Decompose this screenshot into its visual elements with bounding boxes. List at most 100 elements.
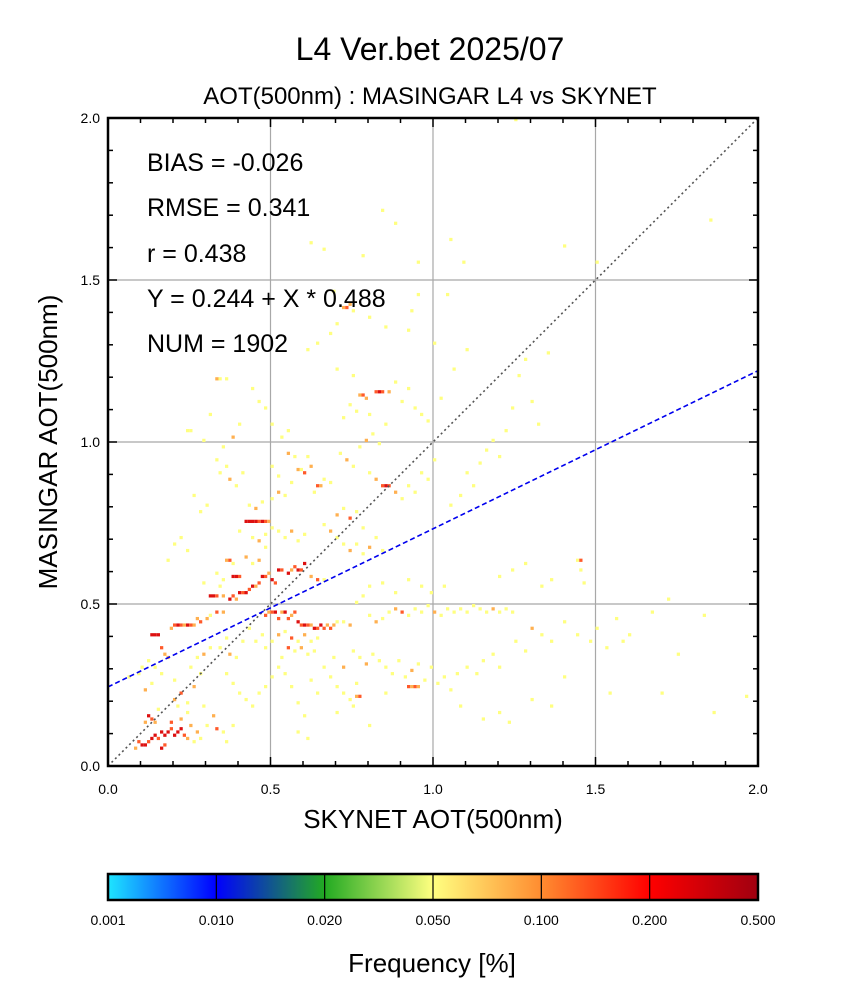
heatmap-cell <box>238 591 242 595</box>
heatmap-cell <box>423 678 427 682</box>
heatmap-cell <box>205 616 209 621</box>
heatmap-cell <box>143 688 147 692</box>
heatmap-cell <box>257 539 261 543</box>
heatmap-cell <box>504 607 508 611</box>
heatmap-cell <box>442 584 446 588</box>
heatmap-cell <box>286 451 290 455</box>
stat-r: r = 0.438 <box>147 240 246 268</box>
heatmap-cell <box>316 691 320 695</box>
heatmap-cell <box>251 561 255 566</box>
heatmap-cell <box>329 331 333 336</box>
heatmap-cell <box>306 736 310 741</box>
heatmap-cell <box>381 208 385 212</box>
heatmap-cell <box>517 373 521 378</box>
heatmap-cell <box>579 558 583 562</box>
heatmap-cell <box>374 390 378 394</box>
heatmap-cell <box>342 691 346 695</box>
heatmap-cell <box>433 458 437 462</box>
heatmap-cell <box>202 704 206 708</box>
heatmap-cell <box>212 594 216 598</box>
colorbar-tick-label: 0.001 <box>90 912 125 928</box>
heatmap-cell <box>368 471 372 475</box>
heatmap-cell <box>384 665 388 669</box>
heatmap-cell <box>309 241 313 245</box>
stat-fit: Y = 0.244 + X * 0.488 <box>147 285 386 313</box>
heatmap-cell <box>286 571 290 575</box>
heatmap-cell <box>452 367 456 371</box>
heatmap-cell <box>189 429 193 433</box>
y-tick-label: 1.5 <box>81 272 101 288</box>
heatmap-cell <box>400 399 404 404</box>
heatmap-cell <box>312 649 316 653</box>
heatmap-cell <box>293 565 297 569</box>
heatmap-cell <box>160 672 164 676</box>
heatmap-cell <box>296 620 300 624</box>
heatmap-cell <box>410 685 414 689</box>
heatmap-cell <box>364 438 368 442</box>
heatmap-cell <box>332 623 336 627</box>
heatmap-cell <box>163 733 167 737</box>
heatmap-cell <box>524 561 528 566</box>
y-tick-label: 2.0 <box>81 110 101 126</box>
heatmap-cell <box>507 720 511 724</box>
heatmap-cell <box>280 610 284 614</box>
heatmap-cell <box>290 685 294 689</box>
heatmap-cell <box>429 665 433 669</box>
heatmap-cell <box>303 623 307 627</box>
heatmap-cell <box>189 723 193 728</box>
x-tick-label: 2.0 <box>748 781 768 797</box>
heatmap-cell <box>267 519 271 523</box>
heatmap-cell <box>667 597 671 601</box>
heatmap-cell <box>329 529 333 533</box>
heatmap-cell <box>280 568 284 572</box>
heatmap-cell <box>368 584 372 588</box>
heatmap-cell <box>514 118 518 122</box>
heatmap-cell <box>192 740 196 744</box>
heatmap-cell <box>140 665 144 669</box>
heatmap-cell <box>251 535 255 540</box>
heatmap-cell <box>335 535 339 540</box>
heatmap-cell <box>355 600 359 604</box>
heatmap-cell <box>221 594 225 598</box>
heatmap-cell <box>290 568 294 572</box>
heatmap-cell <box>465 348 469 352</box>
heatmap-cell <box>650 610 654 614</box>
heatmap-cell <box>251 386 255 391</box>
heatmap-cell <box>498 610 502 614</box>
heatmap-cell <box>465 665 469 669</box>
heatmap-cell <box>182 733 186 737</box>
heatmap-cell <box>192 623 196 627</box>
heatmap-cell <box>221 610 225 614</box>
heatmap-cell <box>231 561 235 566</box>
heatmap-cell <box>361 594 365 598</box>
heatmap-cell <box>436 681 440 685</box>
heatmap-cell <box>231 594 235 598</box>
heatmap-cell <box>342 665 346 669</box>
heatmap-cell <box>335 367 339 371</box>
heatmap-cell <box>303 532 307 536</box>
heatmap-cell <box>173 733 177 737</box>
y-axis-label: MASINGAR AOT(500nm) <box>33 295 63 590</box>
heatmap-cell <box>459 607 463 611</box>
heatmap-cell <box>394 591 398 595</box>
heatmap-cell <box>335 620 339 624</box>
heatmap-cell <box>319 623 323 627</box>
figure-title: L4 Ver.bet 2025/07 <box>296 31 565 67</box>
heatmap-cell <box>143 743 147 747</box>
heatmap-cell <box>228 597 232 601</box>
heatmap-cell <box>176 704 180 708</box>
heatmap-cell <box>179 691 183 695</box>
heatmap-cell <box>286 616 290 621</box>
heatmap-cell <box>280 435 284 439</box>
heatmap-cell <box>465 610 469 614</box>
heatmap-cell <box>361 552 365 556</box>
heatmap-cell <box>221 578 225 582</box>
y-tick-label: 1.0 <box>81 434 101 450</box>
heatmap-cell <box>221 730 225 734</box>
heatmap-cell <box>254 639 258 643</box>
heatmap-cell <box>491 438 495 442</box>
heatmap-cell <box>312 626 316 630</box>
heatmap-cell <box>296 730 300 734</box>
heatmap-cell <box>234 597 238 601</box>
heatmap-cell <box>342 542 346 546</box>
